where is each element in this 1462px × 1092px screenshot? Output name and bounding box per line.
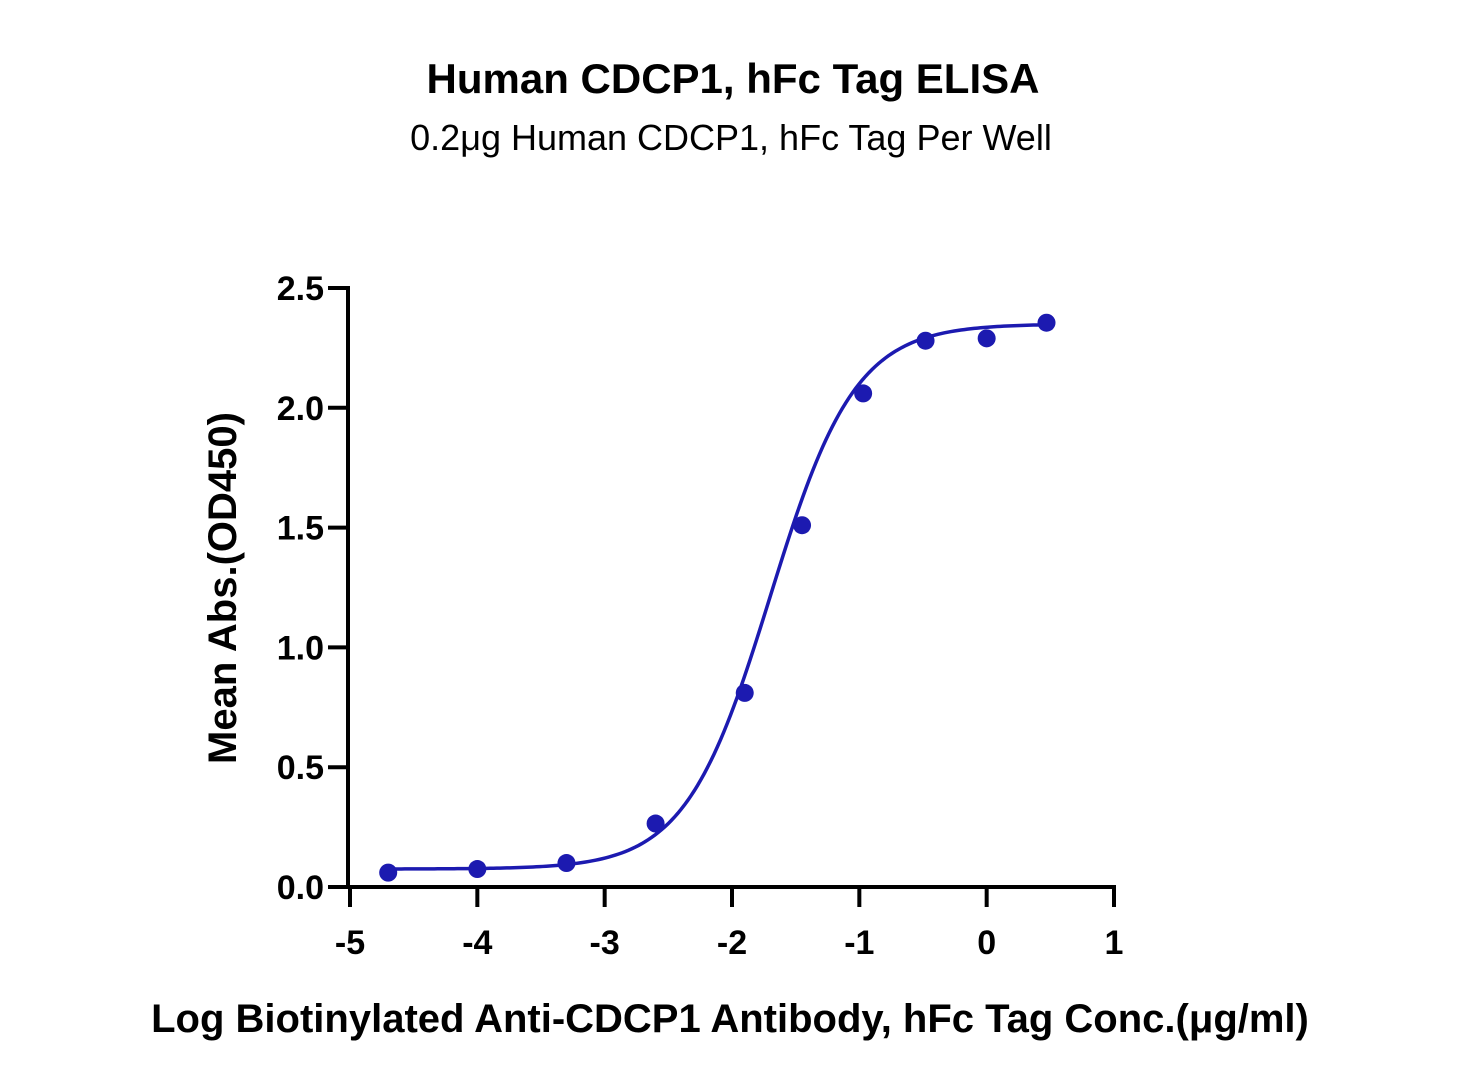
x-tick-label: 1 [1105, 924, 1124, 962]
chart-title: Human CDCP1, hFc Tag ELISA [427, 55, 1040, 102]
data-point [977, 329, 996, 348]
chart-subtitle: 0.2μg Human CDCP1, hFc Tag Per Well [410, 117, 1052, 158]
x-tick-label: -5 [335, 924, 365, 962]
data-point [468, 860, 487, 879]
y-tick-label: 0.0 [277, 869, 324, 907]
data-points-layer [379, 313, 1056, 882]
data-point [557, 854, 576, 873]
y-tick-label: 1.5 [277, 510, 324, 548]
tick-marks [328, 286, 1116, 907]
data-point [916, 331, 935, 350]
x-tick-label: 0 [977, 924, 996, 962]
axes [346, 286, 1116, 889]
data-point [1037, 313, 1056, 332]
data-point [735, 683, 754, 702]
y-tick-label: 2.5 [277, 270, 324, 308]
y-tick-label: 2.0 [277, 390, 324, 428]
y-tick-label: 1.0 [277, 629, 324, 667]
data-point [379, 863, 398, 882]
data-point [793, 516, 812, 535]
x-tick-label: -4 [462, 924, 492, 962]
x-axis-title: Log Biotinylated Anti-CDCP1 Antibody, hF… [151, 997, 1309, 1041]
fit-curve [388, 323, 1047, 871]
tick-labels: -5 -4 -3 -2 -1 0 1 0.0 0.5 1.0 1.5 2.0 2.5 [277, 270, 1124, 962]
x-tick-label: -3 [590, 924, 620, 962]
x-tick-label: -1 [844, 924, 874, 962]
data-point [646, 814, 665, 833]
y-axis-title: Mean Abs.(OD450) [201, 412, 245, 764]
fit-curve-layer [388, 323, 1047, 871]
data-point [854, 384, 873, 403]
x-tick-label: -2 [717, 924, 747, 962]
y-tick-label: 0.5 [277, 749, 324, 787]
